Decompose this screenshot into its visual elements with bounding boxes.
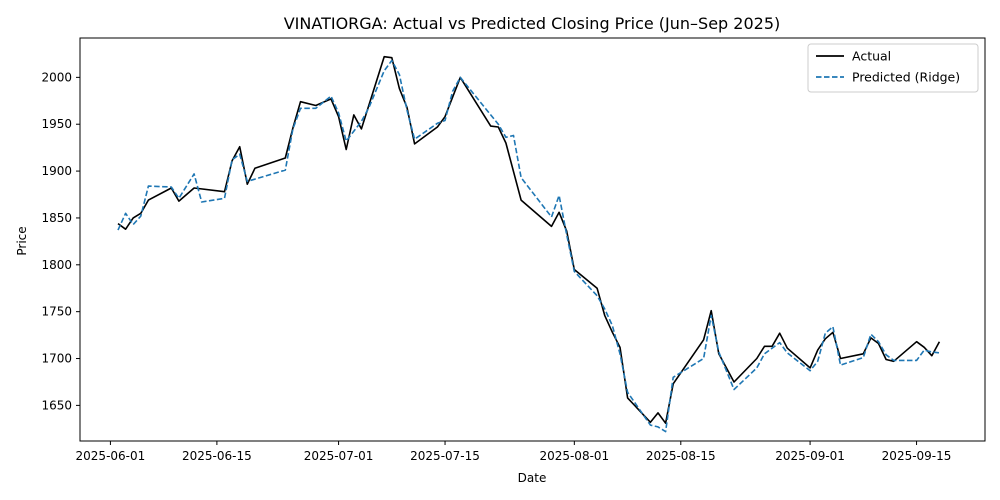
y-tick-label: 1900 <box>41 164 72 178</box>
legend: Actual Predicted (Ridge) <box>807 43 979 93</box>
y-tick-label: 1800 <box>41 258 72 272</box>
series-line-predicted <box>117 59 940 433</box>
x-tick-label: 2025-06-01 <box>76 449 146 463</box>
plot-area-frame <box>79 37 986 442</box>
y-axis: 1650 1700 1750 1800 1850 1900 1950 2000 <box>41 70 80 412</box>
x-axis-label: Date <box>518 471 547 485</box>
x-tick-label: 2025-07-01 <box>304 449 374 463</box>
x-tick-label: 2025-06-15 <box>182 449 252 463</box>
y-tick-label: 1750 <box>41 305 72 319</box>
y-tick-label: 1850 <box>41 211 72 225</box>
x-tick-label: 2025-08-15 <box>646 449 716 463</box>
x-tick-label: 2025-09-15 <box>882 449 952 463</box>
plot-lines <box>117 55 941 433</box>
legend-label-actual: Actual <box>852 49 891 64</box>
legend-box <box>807 43 979 93</box>
x-tick-label: 2025-08-01 <box>539 449 609 463</box>
x-tick-label: 2025-07-15 <box>410 449 480 463</box>
y-tick-label: 1950 <box>41 117 72 131</box>
series-line-actual <box>117 55 941 424</box>
y-tick-label: 2000 <box>41 70 72 84</box>
x-tick-label: 2025-09-01 <box>775 449 845 463</box>
y-tick-label: 1700 <box>41 352 72 366</box>
legend-label-predicted: Predicted (Ridge) <box>852 70 960 85</box>
chart-title: VINATIORGA: Actual vs Predicted Closing … <box>284 14 781 33</box>
y-axis-label: Price <box>15 226 29 255</box>
y-tick-label: 1650 <box>41 398 72 412</box>
x-axis: 2025-06-01 2025-06-15 2025-07-01 2025-07-15… <box>76 441 952 463</box>
